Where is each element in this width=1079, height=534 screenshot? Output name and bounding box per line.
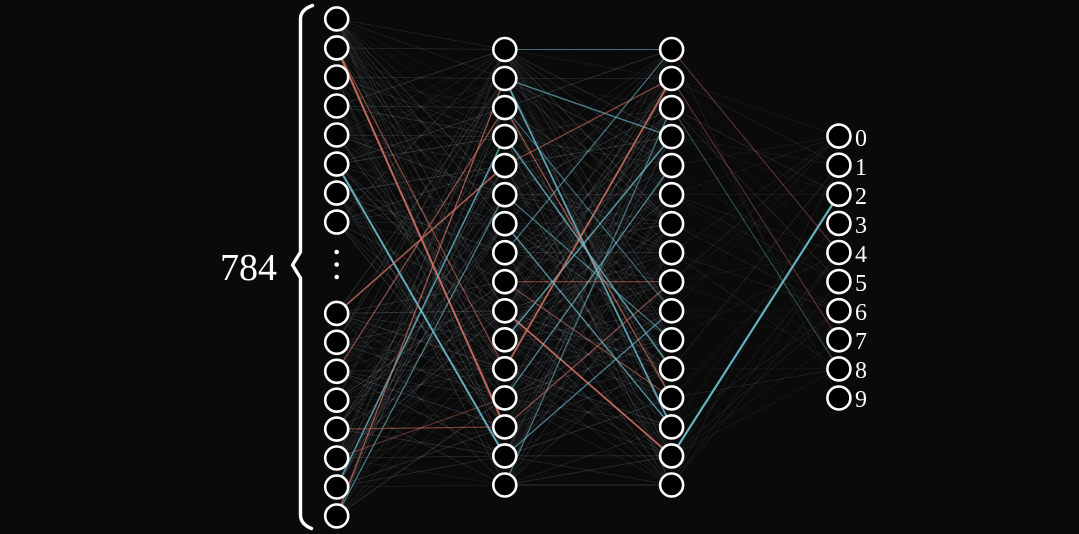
svg-text:5: 5 bbox=[855, 271, 867, 297]
svg-text:6: 6 bbox=[855, 300, 867, 326]
svg-text:784: 784 bbox=[220, 247, 277, 289]
svg-text:3: 3 bbox=[855, 213, 867, 239]
svg-text:4: 4 bbox=[855, 242, 867, 268]
svg-text:7: 7 bbox=[855, 329, 867, 355]
svg-text:9: 9 bbox=[855, 387, 867, 413]
svg-text:0: 0 bbox=[855, 126, 867, 152]
svg-text:2: 2 bbox=[855, 184, 867, 210]
svg-text:8: 8 bbox=[855, 358, 867, 384]
svg-text:1: 1 bbox=[855, 155, 867, 181]
